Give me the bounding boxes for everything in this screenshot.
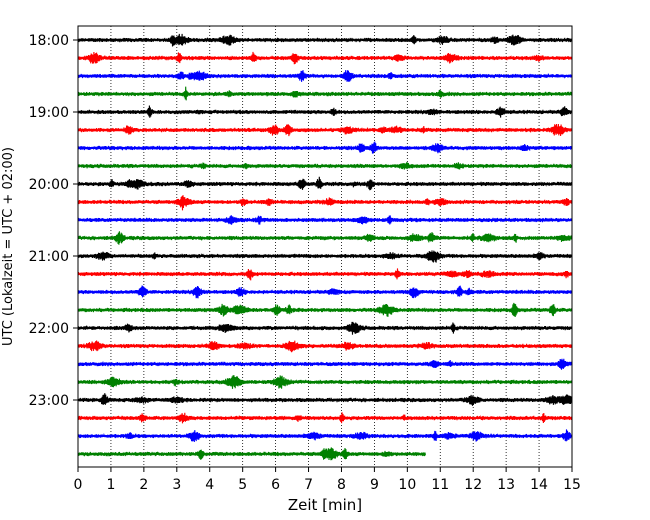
- trace-2245: [77, 375, 573, 389]
- trace-2015: [77, 195, 573, 211]
- trace-2200: [77, 321, 573, 335]
- trace-1945: [77, 162, 573, 170]
- trace-1900: [77, 105, 573, 118]
- x-tick-label: 1: [106, 477, 115, 493]
- x-tick-label: 12: [464, 477, 482, 493]
- trace-2345: [77, 447, 426, 461]
- trace-1815: [77, 51, 573, 65]
- x-tick-label: 15: [563, 477, 581, 493]
- x-tick-label: 10: [398, 477, 416, 493]
- trace-2000: [77, 176, 573, 191]
- x-tick-label: 13: [497, 477, 515, 493]
- x-tick-label: 0: [74, 477, 83, 493]
- x-axis: 0 1 2 3 4 5 6 7 8 9 10 11 12 13 14 15: [74, 467, 581, 493]
- trace-2215: [77, 340, 573, 353]
- trace-2100: [77, 250, 573, 263]
- y-tick-label: 20:00: [29, 177, 69, 193]
- y-tick-label: 18:00: [29, 33, 69, 49]
- x-tick-label: 9: [370, 477, 379, 493]
- trace-1915: [77, 123, 573, 137]
- trace-2230: [77, 358, 573, 370]
- trace-2130: [77, 285, 573, 299]
- trace-1930: [77, 141, 573, 154]
- y-tick-label: 22:00: [29, 321, 69, 337]
- x-tick-label: 11: [431, 477, 449, 493]
- trace-2315: [77, 412, 573, 424]
- y-tick-label: 23:00: [29, 393, 69, 409]
- y-tick-label: 21:00: [29, 249, 69, 265]
- y-axis-label: UTC (Lokalzeit = UTC + 02:00): [1, 147, 16, 346]
- traces: [77, 33, 573, 461]
- trace-2045: [77, 231, 573, 245]
- x-tick-label: 3: [172, 477, 181, 493]
- trace-1800: [77, 33, 573, 47]
- trace-1830: [77, 70, 573, 82]
- x-tick-label: 8: [337, 477, 346, 493]
- y-axis: 18:00 19:00 20:00 21:00 22:00 23:00: [29, 33, 78, 409]
- plot-frame: [77, 25, 573, 468]
- x-tick-label: 4: [205, 477, 214, 493]
- y-tick-label: 19:00: [29, 105, 69, 121]
- trace-2330: [77, 429, 573, 443]
- x-tick-label: 6: [271, 477, 280, 493]
- x-axis-label: Zeit [min]: [288, 496, 362, 514]
- trace-1845: [77, 86, 573, 101]
- trace-2115: [77, 268, 573, 281]
- x-tick-label: 14: [530, 477, 548, 493]
- trace-2145: [77, 302, 573, 318]
- trace-2300: [77, 393, 573, 406]
- x-tick-label: 5: [238, 477, 247, 493]
- x-tick-label: 2: [139, 477, 148, 493]
- trace-2030: [77, 215, 573, 225]
- x-tick-label: 7: [304, 477, 313, 493]
